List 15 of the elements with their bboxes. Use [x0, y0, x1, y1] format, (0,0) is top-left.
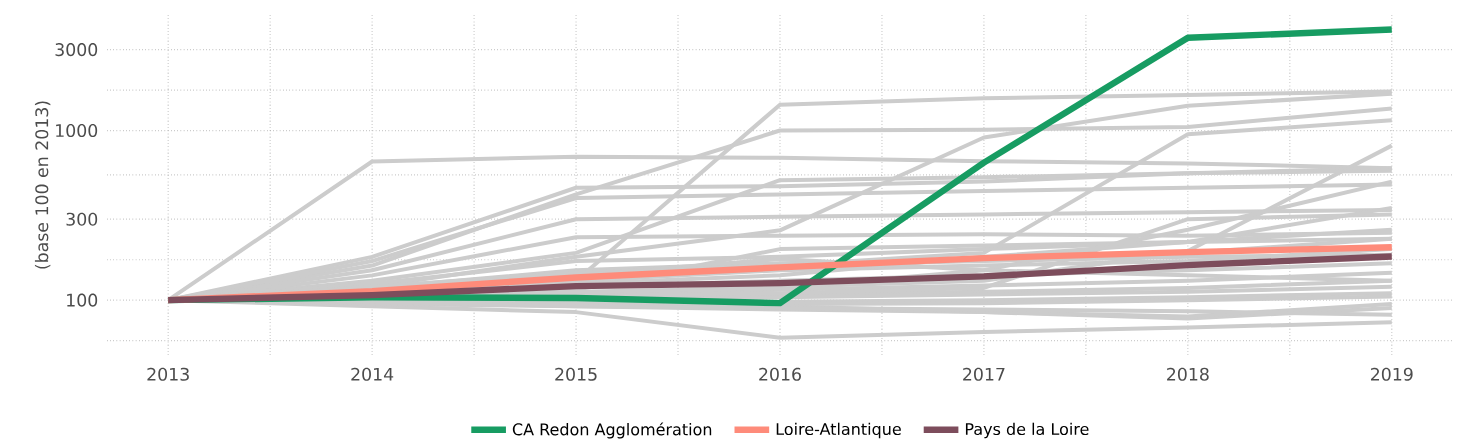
legend-label: Loire-Atlantique — [776, 422, 901, 439]
x-tick-label: 2019 — [1371, 367, 1413, 381]
x-tick-label: 2013 — [147, 367, 189, 381]
y-tick-label: 3000 — [55, 43, 98, 57]
x-tick-label: 2018 — [1167, 367, 1209, 381]
y-tick-label: 1000 — [56, 123, 98, 138]
legend-label: Pays de la Loire — [965, 422, 1089, 439]
x-tick-label: 2016 — [759, 367, 801, 381]
y-axis-title: (base 100 en 2013) — [34, 101, 51, 269]
x-tick-label: 2017 — [963, 367, 1005, 381]
x-tick-label: 2014 — [351, 367, 394, 381]
y-tick-label: 100 — [67, 293, 98, 307]
y-tick-label: 300 — [66, 212, 98, 226]
legend-label: CA Redon Agglomération — [512, 422, 712, 439]
x-tick-label: 2015 — [555, 367, 597, 381]
